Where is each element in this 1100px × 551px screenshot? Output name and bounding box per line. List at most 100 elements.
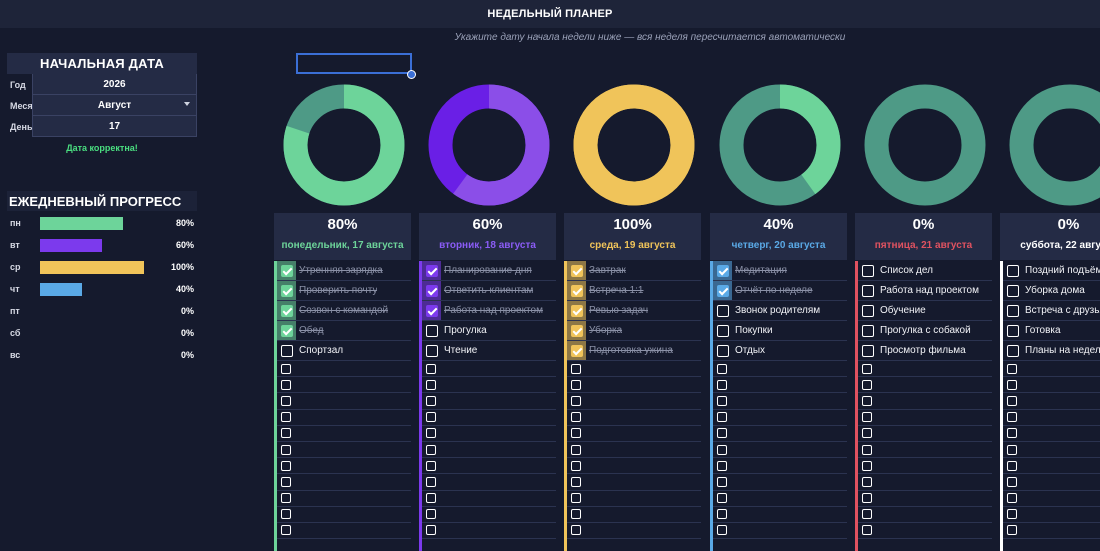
task-checkbox[interactable] (426, 445, 436, 455)
task-label[interactable]: Работа над проектом (880, 285, 979, 296)
task-checkbox[interactable] (717, 345, 729, 357)
checked-checkbox[interactable] (426, 305, 438, 317)
task-checkbox[interactable] (862, 285, 874, 297)
task-checkbox[interactable] (1007, 477, 1017, 487)
task-checkbox[interactable] (281, 525, 291, 535)
year-input[interactable]: 2026 (32, 74, 197, 95)
checked-checkbox[interactable] (571, 285, 583, 297)
task-checkbox[interactable] (571, 380, 581, 390)
task-checkbox[interactable] (717, 364, 727, 374)
task-label[interactable]: Планы на неделю (1025, 345, 1100, 356)
task-checkbox[interactable] (1007, 509, 1017, 519)
task-checkbox[interactable] (426, 461, 436, 471)
task-checkbox[interactable] (862, 265, 874, 277)
task-checkbox[interactable] (571, 493, 581, 503)
checked-checkbox[interactable] (571, 265, 583, 277)
task-checkbox[interactable] (717, 445, 727, 455)
task-label[interactable]: Прогулка с собакой (880, 325, 971, 336)
checked-checkbox[interactable] (717, 285, 729, 297)
task-checkbox[interactable] (862, 493, 872, 503)
selected-cell[interactable] (296, 53, 412, 74)
task-checkbox[interactable] (571, 525, 581, 535)
task-checkbox[interactable] (281, 396, 291, 406)
task-label[interactable]: Чтение (444, 345, 477, 356)
task-checkbox[interactable] (717, 428, 727, 438)
task-checkbox[interactable] (862, 412, 872, 422)
checked-checkbox[interactable] (281, 285, 293, 297)
task-checkbox[interactable] (862, 305, 874, 317)
task-checkbox[interactable] (862, 461, 872, 471)
task-checkbox[interactable] (717, 477, 727, 487)
checked-checkbox[interactable] (281, 325, 293, 337)
task-checkbox[interactable] (571, 461, 581, 471)
task-checkbox[interactable] (426, 493, 436, 503)
task-checkbox[interactable] (717, 461, 727, 471)
task-checkbox[interactable] (717, 380, 727, 390)
task-checkbox[interactable] (862, 428, 872, 438)
task-checkbox[interactable] (571, 396, 581, 406)
task-label[interactable]: Созвон с командой (299, 305, 388, 316)
task-checkbox[interactable] (1007, 265, 1019, 277)
task-checkbox[interactable] (571, 509, 581, 519)
checked-checkbox[interactable] (571, 325, 583, 337)
task-checkbox[interactable] (426, 509, 436, 519)
task-checkbox[interactable] (1007, 412, 1017, 422)
task-label[interactable]: Поздний подъём (1025, 265, 1100, 276)
task-label[interactable]: Готовка (1025, 325, 1061, 336)
task-checkbox[interactable] (1007, 285, 1019, 297)
checked-checkbox[interactable] (426, 285, 438, 297)
task-label[interactable]: Уборка (589, 325, 622, 336)
fill-handle[interactable] (407, 70, 416, 79)
task-checkbox[interactable] (862, 445, 872, 455)
task-checkbox[interactable] (426, 396, 436, 406)
task-label[interactable]: Ревью задач (589, 305, 648, 316)
task-checkbox[interactable] (426, 525, 436, 535)
task-label[interactable]: Утренняя зарядка (299, 265, 383, 276)
task-checkbox[interactable] (1007, 493, 1017, 503)
task-checkbox[interactable] (862, 525, 872, 535)
task-checkbox[interactable] (1007, 345, 1019, 357)
checked-checkbox[interactable] (281, 305, 293, 317)
task-label[interactable]: Просмотр фильма (880, 345, 966, 356)
task-checkbox[interactable] (281, 364, 291, 374)
task-checkbox[interactable] (281, 461, 291, 471)
task-label[interactable]: Встреча с друзьями (1025, 305, 1100, 316)
checked-checkbox[interactable] (281, 265, 293, 277)
task-label[interactable]: Отдых (735, 345, 765, 356)
task-checkbox[interactable] (862, 396, 872, 406)
task-label[interactable]: Завтрак (589, 265, 626, 276)
task-checkbox[interactable] (571, 412, 581, 422)
task-label[interactable]: Покупки (735, 325, 773, 336)
chevron-down-icon[interactable] (184, 102, 190, 106)
task-checkbox[interactable] (281, 412, 291, 422)
task-checkbox[interactable] (717, 493, 727, 503)
checked-checkbox[interactable] (717, 265, 729, 277)
task-checkbox[interactable] (717, 325, 729, 337)
task-checkbox[interactable] (862, 325, 874, 337)
checked-checkbox[interactable] (571, 305, 583, 317)
task-checkbox[interactable] (281, 477, 291, 487)
task-checkbox[interactable] (717, 396, 727, 406)
task-label[interactable]: Медитация (735, 265, 787, 276)
task-checkbox[interactable] (426, 477, 436, 487)
task-checkbox[interactable] (1007, 461, 1017, 471)
task-checkbox[interactable] (862, 477, 872, 487)
task-label[interactable]: Ответить клиентам (444, 285, 533, 296)
task-checkbox[interactable] (1007, 380, 1017, 390)
task-checkbox[interactable] (571, 477, 581, 487)
task-checkbox[interactable] (1007, 396, 1017, 406)
task-label[interactable]: Список дел (880, 265, 933, 276)
task-checkbox[interactable] (281, 445, 291, 455)
task-label[interactable]: Проверить почту (299, 285, 377, 296)
task-checkbox[interactable] (426, 325, 438, 337)
task-checkbox[interactable] (717, 525, 727, 535)
task-checkbox[interactable] (1007, 525, 1017, 535)
day-input[interactable]: 17 (32, 116, 197, 137)
task-label[interactable]: Работа над проектом (444, 305, 543, 316)
task-checkbox[interactable] (426, 428, 436, 438)
task-checkbox[interactable] (281, 345, 293, 357)
task-label[interactable]: Спортзал (299, 345, 343, 356)
task-label[interactable]: Планирование дня (444, 265, 532, 276)
task-label[interactable]: Звонок родителям (735, 305, 820, 316)
task-label[interactable]: Уборка дома (1025, 285, 1085, 296)
